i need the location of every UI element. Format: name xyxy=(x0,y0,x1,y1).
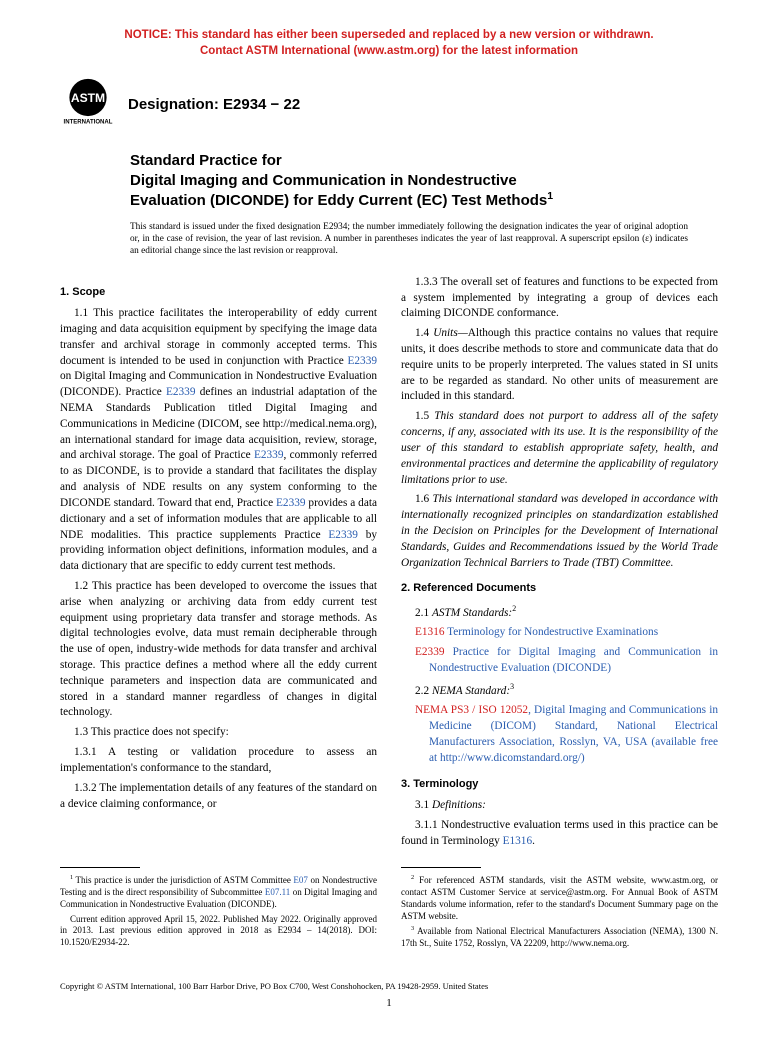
link-e2339-1[interactable]: E2339 xyxy=(348,355,378,367)
p21label: 2.1 xyxy=(415,607,432,619)
footnotes: 1 This practice is under the jurisdictio… xyxy=(60,853,718,952)
column-left: 1. Scope 1.1 This practice facilitates t… xyxy=(60,275,377,854)
copyright-line: Copyright © ASTM International, 100 Barr… xyxy=(60,981,718,991)
svg-text:ASTM: ASTM xyxy=(71,91,105,105)
notice-banner: NOTICE: This standard has either been su… xyxy=(60,28,718,59)
f1a: This practice is under the jurisdiction … xyxy=(73,875,293,885)
footnote-rule-right xyxy=(401,867,481,868)
ref-e1316-text[interactable]: Terminology for Nondestructive Examinati… xyxy=(445,626,659,638)
designation-label: Designation: E2934 − 22 xyxy=(128,96,300,113)
f2text: For referenced ASTM standards, visit the… xyxy=(401,875,718,920)
footnote-2: 2 For referenced ASTM standards, visit t… xyxy=(401,874,718,922)
p31text: Definitions: xyxy=(432,799,486,811)
para-1-1: 1.1 This practice facilitates the intero… xyxy=(60,306,377,575)
footnote-3: 3 Available from National Electrical Man… xyxy=(401,925,718,949)
para-2-2: 2.2 NEMA Standard:3 xyxy=(401,681,718,700)
footnote-1: 1 This practice is under the jurisdictio… xyxy=(60,874,377,910)
ref-e1316-code[interactable]: E1316 xyxy=(415,626,445,638)
section-2-head: 2. Referenced Documents xyxy=(401,581,718,596)
page-number: 1 xyxy=(60,997,718,1009)
title-line2b: Evaluation (DICONDE) for Eddy Current (E… xyxy=(130,192,547,209)
ref-e2339-code[interactable]: E2339 xyxy=(415,646,445,658)
ref-e2339: E2339 Practice for Digital Imaging and C… xyxy=(401,645,718,677)
title-line1: Standard Practice for xyxy=(130,151,718,171)
link-e07[interactable]: E07 xyxy=(293,875,308,885)
notice-line2: Contact ASTM International (www.astm.org… xyxy=(200,45,578,57)
p21text: ASTM Standards: xyxy=(432,607,512,619)
title-sup: 1 xyxy=(547,190,553,202)
para-1-3-2: 1.3.2 The implementation details of any … xyxy=(60,781,377,813)
f3text: Available from National Electrical Manuf… xyxy=(401,926,718,948)
para-1-6: 1.6 This international standard was deve… xyxy=(401,492,718,571)
ref-e1316: E1316 Terminology for Nondestructive Exa… xyxy=(401,625,718,641)
header-row: ASTM INTERNATIONAL Designation: E2934 − … xyxy=(60,77,718,131)
p21sup: 2 xyxy=(512,604,516,613)
para-3-1-1: 3.1.1 Nondestructive evaluation terms us… xyxy=(401,818,718,850)
link-e2339-2[interactable]: E2339 xyxy=(166,386,196,398)
title-line2: Digital Imaging and Communication in Non… xyxy=(130,171,718,211)
footnote-1-cont: Current edition approved April 15, 2022.… xyxy=(60,914,377,949)
p14units: Units— xyxy=(433,327,468,339)
link-e2339-3[interactable]: E2339 xyxy=(254,449,284,461)
section-3-head: 3. Terminology xyxy=(401,777,718,792)
para-2-1: 2.1 ASTM Standards:2 xyxy=(401,603,718,622)
title-block: Standard Practice for Digital Imaging an… xyxy=(130,151,718,211)
p22text: NEMA Standard: xyxy=(432,685,510,697)
para-1-3: 1.3 This practice does not specify: xyxy=(60,725,377,741)
svg-text:INTERNATIONAL: INTERNATIONAL xyxy=(64,120,113,126)
para-1-2: 1.2 This practice has been developed to … xyxy=(60,579,377,721)
section-1-head: 1. Scope xyxy=(60,285,377,300)
title-line2a: Digital Imaging and Communication in Non… xyxy=(130,172,517,189)
p16text: This international standard was develope… xyxy=(401,493,718,568)
ref-nema-code[interactable]: NEMA PS3 / ISO 12052 xyxy=(415,704,528,716)
p22sup: 3 xyxy=(510,682,514,691)
column-right: 1.3.3 The overall set of features and fu… xyxy=(401,275,718,854)
para-1-4: 1.4 Units—Although this practice contain… xyxy=(401,326,718,405)
p311b: . xyxy=(532,835,535,847)
p311a: 3.1.1 Nondestructive evaluation terms us… xyxy=(401,819,718,847)
para-1-5: 1.5 This standard does not purport to ad… xyxy=(401,409,718,488)
link-e1316[interactable]: E1316 xyxy=(503,835,533,847)
p22label: 2.2 xyxy=(415,685,432,697)
para-1-3-3: 1.3.3 The overall set of features and fu… xyxy=(401,275,718,322)
link-e2339-4[interactable]: E2339 xyxy=(276,497,306,509)
footnote-rule-left xyxy=(60,867,140,868)
p15text: This standard does not purport to addres… xyxy=(401,410,718,485)
link-e2339-5[interactable]: E2339 xyxy=(328,529,358,541)
para-1-3-1: 1.3.1 A testing or validation procedure … xyxy=(60,745,377,777)
ref-e2339-text[interactable]: Practice for Digital Imaging and Communi… xyxy=(429,646,718,674)
p15label: 1.5 xyxy=(415,410,434,422)
body-columns: 1. Scope 1.1 This practice facilitates t… xyxy=(60,275,718,854)
ref-nema: NEMA PS3 / ISO 12052, Digital Imaging an… xyxy=(401,703,718,766)
p16label: 1.6 xyxy=(415,493,432,505)
p11a: 1.1 This practice facilitates the intero… xyxy=(60,307,377,366)
p14label: 1.4 xyxy=(415,327,433,339)
footnote-col-left: 1 This practice is under the jurisdictio… xyxy=(60,853,377,952)
para-3-1: 3.1 Definitions: xyxy=(401,798,718,814)
issued-note: This standard is issued under the fixed … xyxy=(130,221,688,257)
astm-logo: ASTM INTERNATIONAL xyxy=(60,77,116,131)
link-e0711[interactable]: E07.11 xyxy=(265,887,290,897)
document-page: NOTICE: This standard has either been su… xyxy=(0,0,778,1049)
notice-line1: NOTICE: This standard has either been su… xyxy=(124,29,653,41)
p31label: 3.1 xyxy=(415,799,432,811)
footnote-col-right: 2 For referenced ASTM standards, visit t… xyxy=(401,853,718,952)
